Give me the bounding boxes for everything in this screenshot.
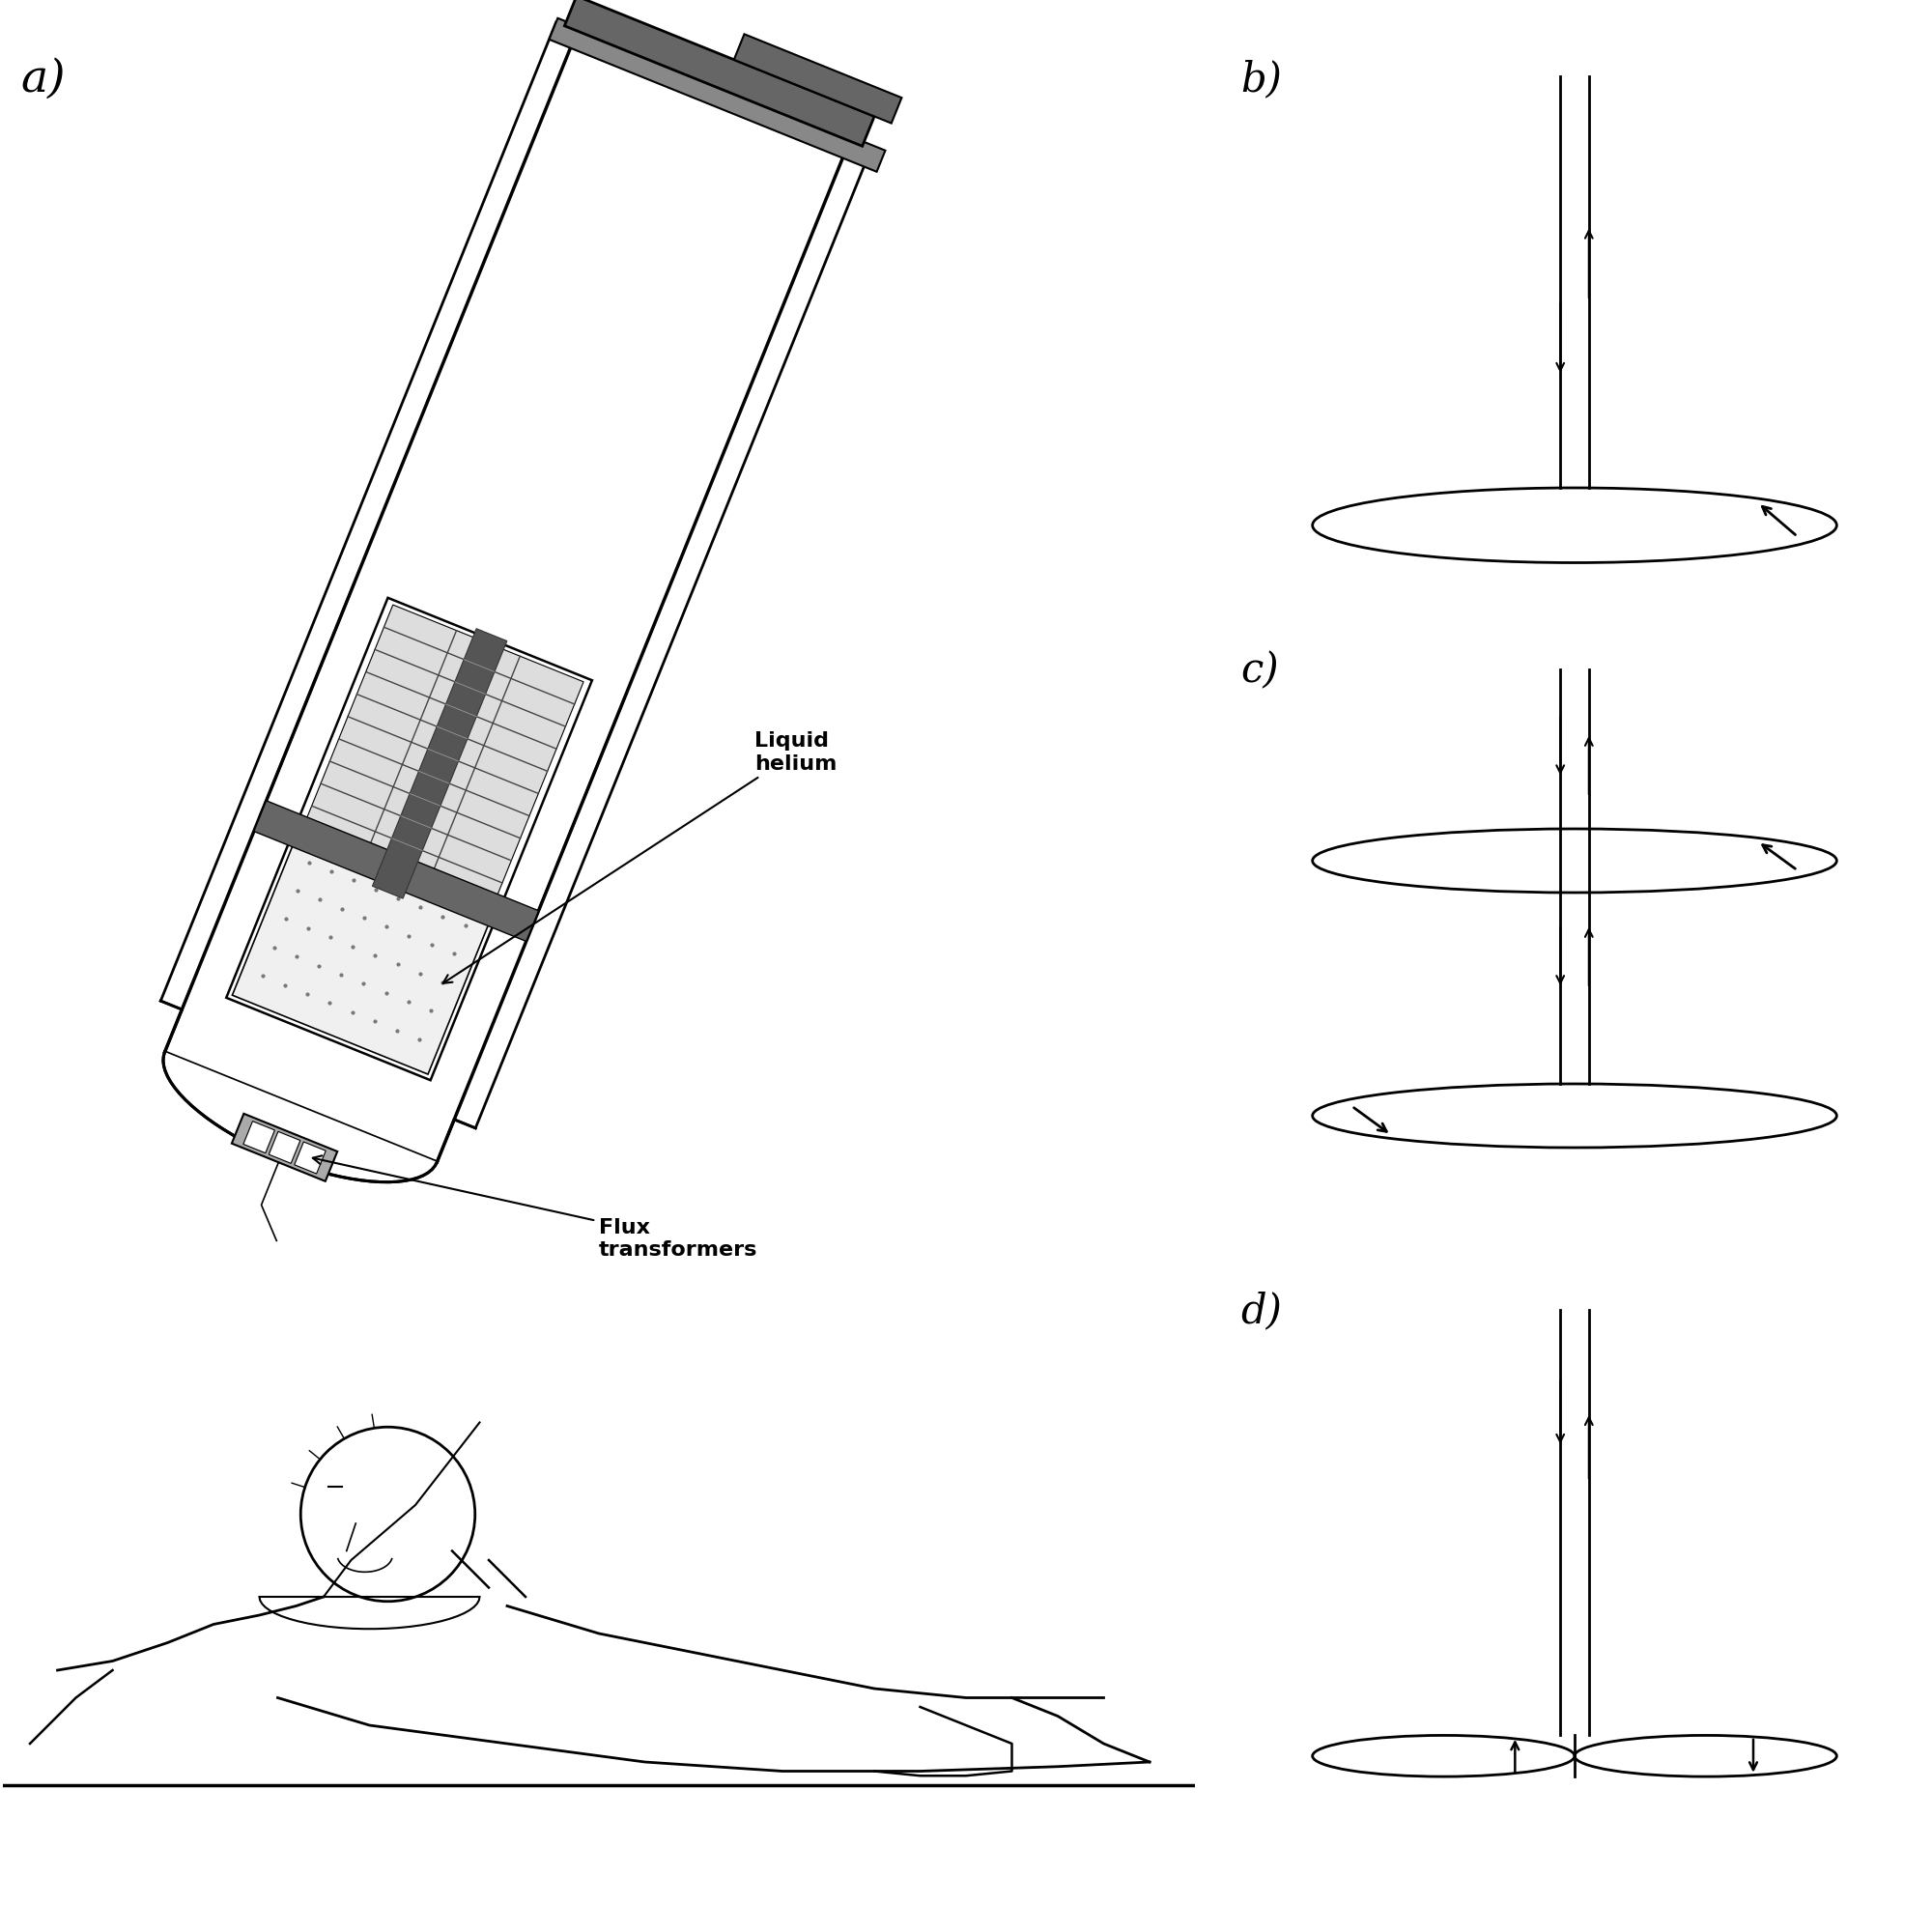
Text: b): b)	[1240, 60, 1283, 100]
Polygon shape	[564, 0, 875, 147]
Text: Liquid
helium: Liquid helium	[442, 732, 837, 983]
Polygon shape	[294, 1142, 327, 1175]
Polygon shape	[303, 605, 583, 906]
Polygon shape	[373, 628, 506, 898]
Polygon shape	[226, 597, 591, 1080]
Polygon shape	[243, 1121, 274, 1153]
Polygon shape	[734, 35, 902, 124]
Text: d): d)	[1240, 1291, 1283, 1331]
Polygon shape	[232, 1113, 338, 1180]
Polygon shape	[269, 1132, 299, 1163]
Polygon shape	[549, 17, 885, 172]
Polygon shape	[164, 31, 850, 1161]
Polygon shape	[253, 800, 539, 941]
Text: Flux
transformers: Flux transformers	[313, 1155, 757, 1260]
Polygon shape	[259, 1596, 479, 1629]
Text: a): a)	[21, 58, 66, 100]
Polygon shape	[232, 837, 493, 1074]
Polygon shape	[162, 1053, 437, 1182]
Text: c): c)	[1240, 651, 1279, 692]
